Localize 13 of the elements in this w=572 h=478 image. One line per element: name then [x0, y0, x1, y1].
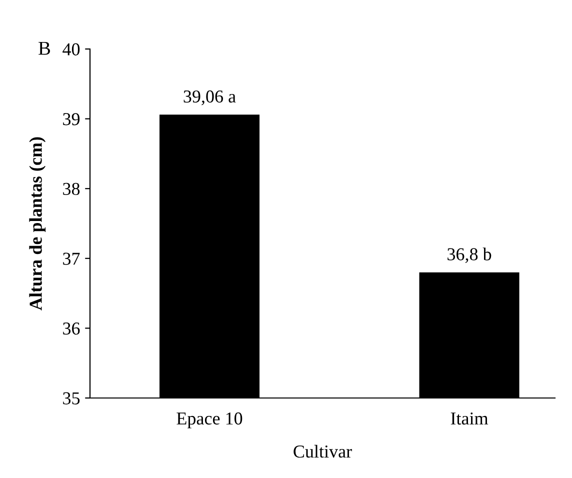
x-tick-label: Epace 10 [176, 412, 242, 428]
text: B [38, 42, 50, 55]
y-tick-label: 35 [63, 392, 80, 404]
y-tick-label: 37 [63, 252, 80, 265]
y-axis-title: Altura de plantas (cm) [29, 137, 46, 310]
data-label: 36,8 b [448, 248, 492, 263]
y-tick-label: 39 [63, 113, 80, 126]
y-tick-label: 40 [62, 43, 80, 56]
y-tick-label: 38 [63, 182, 80, 196]
x-tick-label: Itaim [450, 412, 488, 425]
y-tick-label: 36 [63, 322, 80, 335]
x-axis-title: Cultivar [294, 444, 352, 458]
data-label: 39,06 a [184, 90, 236, 106]
